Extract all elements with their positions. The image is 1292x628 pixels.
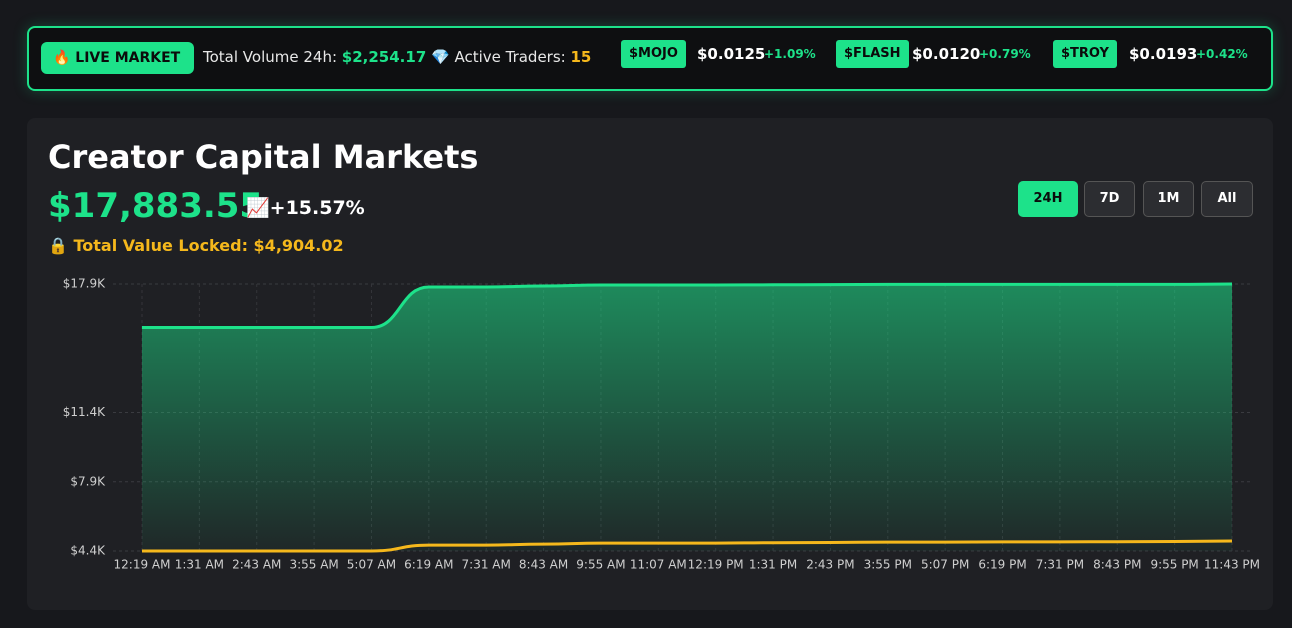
traders-label: 💎 Active Traders:	[431, 48, 566, 66]
x-tick-label: 6:19 PM	[978, 558, 1026, 572]
token-change: +0.79%	[979, 47, 1031, 61]
x-tick-label: 11:43 PM	[1204, 558, 1260, 572]
token-price: $0.0125	[697, 45, 766, 63]
x-tick-label: 2:43 PM	[806, 558, 854, 572]
token-price: $0.0193	[1129, 45, 1198, 63]
live-badge: 🔥 LIVE MARKET	[41, 42, 195, 74]
range-button[interactable]: 1M	[1143, 181, 1194, 217]
token-change: +1.09%	[764, 47, 816, 61]
token-price: $0.0120	[912, 45, 981, 63]
x-tick-label: 12:19 PM	[688, 558, 744, 572]
y-tick-label: $4.4K	[70, 544, 106, 558]
token-symbol: $MOJO	[621, 40, 686, 68]
y-tick-label: $7.9K	[70, 474, 106, 488]
y-tick-label: $17.9K	[63, 277, 106, 291]
volume-label: Total Volume 24h:	[203, 48, 338, 66]
volume-value: $2,254.17	[341, 48, 427, 66]
traders-value: 15	[570, 48, 592, 66]
x-tick-label: 7:31 PM	[1036, 558, 1084, 572]
token-symbol: $FLASH	[836, 40, 909, 68]
x-tick-label: 1:31 PM	[749, 558, 797, 572]
page-title: Creator Capital Markets	[48, 138, 479, 176]
x-tick-label: 2:43 AM	[232, 558, 281, 572]
token-change: +0.42%	[1196, 47, 1248, 61]
total-value: $17,883.55	[48, 186, 264, 226]
x-tick-label: 7:31 AM	[462, 558, 511, 572]
token-symbol: $TROY	[1053, 40, 1117, 68]
tvl-value: $4,904.02	[253, 236, 344, 255]
x-tick-label: 5:07 PM	[921, 558, 969, 572]
tvl-label: 🔒 Total Value Locked:	[48, 236, 248, 255]
volume-stat: Total Volume 24h: $2,254.17	[203, 48, 426, 66]
range-button[interactable]: All	[1201, 181, 1253, 217]
x-tick-label: 3:55 PM	[864, 558, 912, 572]
x-tick-label: 1:31 AM	[175, 558, 224, 572]
ticker-bar: 🔥 LIVE MARKET Total Volume 24h: $2,254.1…	[27, 26, 1273, 91]
traders-stat: 💎 Active Traders: 15	[431, 48, 591, 66]
x-tick-label: 3:55 AM	[289, 558, 338, 572]
series-line	[142, 539, 1233, 553]
range-button[interactable]: 24H	[1018, 181, 1078, 217]
series-line	[141, 282, 1233, 330]
tvl: 🔒 Total Value Locked: $4,904.02	[48, 236, 344, 255]
x-tick-label: 8:43 AM	[519, 558, 568, 572]
value-change: 📈+15.57%	[246, 197, 365, 219]
range-button[interactable]: 7D	[1084, 181, 1135, 217]
x-tick-label: 5:07 AM	[347, 558, 396, 572]
x-tick-label: 8:43 PM	[1093, 558, 1141, 572]
x-tick-label: 12:19 AM	[114, 558, 171, 572]
y-tick-label: $11.4K	[63, 405, 106, 419]
x-tick-label: 6:19 AM	[404, 558, 453, 572]
area-fill	[142, 284, 1232, 551]
x-tick-label: 11:07 AM	[630, 558, 687, 572]
x-tick-label: 9:55 AM	[576, 558, 625, 572]
x-tick-label: 9:55 PM	[1150, 558, 1198, 572]
